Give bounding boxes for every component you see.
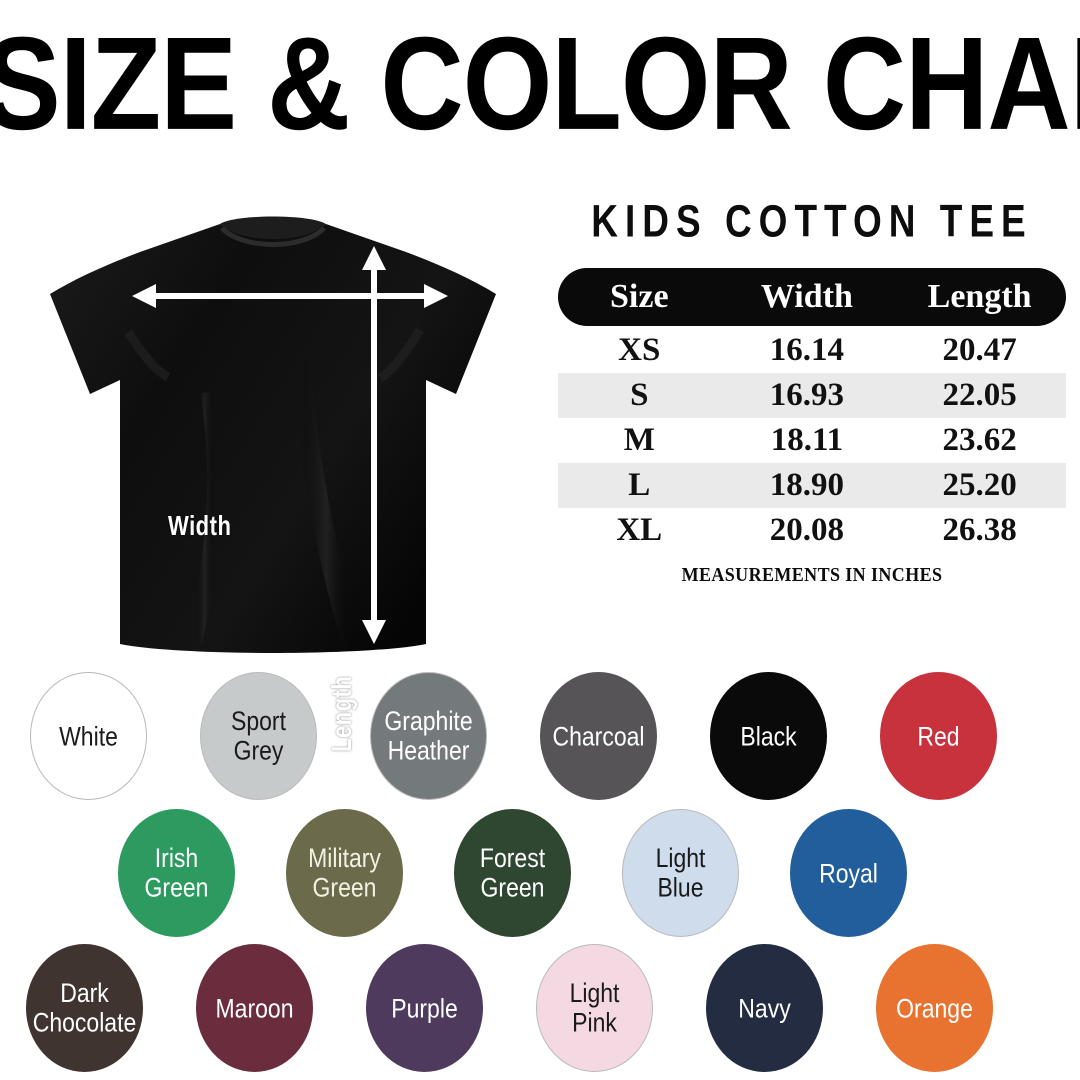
cell-length: 20.47	[942, 332, 1017, 368]
size-chart-rows: XS 16.14 20.47 S 16.93 22.05 M 18.11 23.…	[558, 328, 1066, 553]
table-row: S 16.93 22.05	[558, 373, 1066, 418]
color-swatch-red[interactable]: Red	[880, 672, 997, 800]
tshirt-sleeve-crease-left	[124, 329, 171, 382]
color-swatch-label: Irish Green	[144, 842, 209, 903]
cell-width: 18.11	[770, 422, 844, 458]
color-swatch-military-green[interactable]: Military Green	[286, 809, 403, 937]
color-swatch-label: White	[59, 720, 118, 751]
color-swatch-label: Sport Grey	[231, 705, 286, 766]
tshirt-collar	[220, 216, 326, 239]
width-arrow	[132, 284, 448, 308]
page-title: SIZE & COLOR CHART	[0, 9, 1080, 158]
color-swatch-light-pink[interactable]: Light Pink	[536, 944, 653, 1072]
color-swatch-label: Purple	[391, 992, 458, 1023]
color-swatch-orange[interactable]: Orange	[876, 944, 993, 1072]
column-header-length: Length	[927, 278, 1032, 315]
cell-size: XS	[618, 332, 661, 368]
color-swatch-label: Forest Green	[479, 842, 546, 903]
color-swatch-black[interactable]: Black	[710, 672, 827, 800]
color-swatch-charcoal[interactable]: Charcoal	[540, 672, 657, 800]
cell-width: 20.08	[769, 512, 845, 548]
color-swatch-light-blue[interactable]: Light Blue	[622, 809, 739, 937]
tshirt-sleeve-crease-right	[377, 327, 424, 382]
tshirt-collar-ribbing	[220, 226, 326, 247]
cell-width: 16.93	[769, 377, 845, 413]
cell-length: 26.38	[942, 512, 1017, 548]
tshirt-fold-left	[186, 390, 224, 644]
color-swatch-grid: White Sport Grey Graphite Heather Charcoal B…	[0, 672, 1080, 1080]
color-swatch-row-2: Irish Green Military Green Forest Green Lig…	[118, 809, 998, 937]
color-swatch-label: Military Green	[308, 842, 381, 903]
color-swatch-label: Light Pink	[569, 977, 620, 1038]
color-swatch-navy[interactable]: Navy	[706, 944, 823, 1072]
color-swatch-irish-green[interactable]: Irish Green	[118, 809, 235, 937]
cell-width: 18.90	[769, 467, 845, 503]
table-row: L 18.90 25.20	[558, 463, 1066, 508]
column-header-width: Width	[760, 278, 853, 315]
cell-length: 25.20	[942, 467, 1017, 503]
cell-length: 23.62	[942, 422, 1017, 458]
column-header-size: Size	[610, 278, 669, 315]
tshirt-graphic	[50, 216, 496, 653]
color-swatch-forest-green[interactable]: Forest Green	[454, 809, 571, 937]
page-title-container: SIZE & COLOR CHART	[0, 17, 1080, 149]
color-swatch-purple[interactable]: Purple	[366, 944, 483, 1072]
color-swatch-label: Orange	[896, 992, 973, 1023]
color-swatch-label: Light Blue	[655, 842, 706, 903]
table-row: XL 20.08 26.38	[558, 508, 1066, 553]
size-chart-heading: KIDS COTTON TEE	[591, 196, 1033, 247]
color-swatch-label: Maroon	[215, 992, 294, 1023]
color-swatch-label: Red	[917, 720, 960, 751]
color-swatch-row-3: Dark Chocolate Maroon Purple Light Pink Navy…	[26, 944, 1052, 1072]
table-row: M 18.11 23.62	[558, 418, 1066, 463]
cell-length: 22.05	[942, 377, 1017, 413]
tshirt-illustration: Width Length	[8, 212, 538, 752]
size-chart-header-row: Size Width Length	[558, 268, 1066, 326]
cell-size: M	[623, 422, 655, 458]
color-swatch-label: Navy	[738, 992, 791, 1023]
color-swatch-label: Dark Chocolate	[32, 977, 137, 1038]
color-swatch-white[interactable]: White	[30, 672, 147, 800]
length-arrow	[362, 246, 386, 644]
width-label: Width	[168, 510, 232, 542]
size-chart-panel: KIDS COTTON TEE Size Width Length XS 16.…	[558, 196, 1066, 586]
table-row: XS 16.14 20.47	[558, 328, 1066, 373]
color-swatch-graphite-heather[interactable]: Graphite Heather	[370, 672, 487, 800]
cell-width: 16.14	[769, 332, 845, 368]
color-swatch-label: Graphite Heather	[384, 705, 473, 766]
color-swatch-label: Royal	[819, 857, 878, 888]
measurement-units-note: MEASUREMENTS IN INCHES	[681, 563, 943, 586]
color-swatch-sport-grey[interactable]: Sport Grey	[200, 672, 317, 800]
cell-size: S	[630, 377, 649, 413]
color-swatch-label: Black	[740, 720, 797, 751]
cell-size: XL	[616, 512, 663, 548]
color-swatch-dark-chocolate[interactable]: Dark Chocolate	[26, 944, 143, 1072]
color-swatch-royal[interactable]: Royal	[790, 809, 907, 937]
color-swatch-maroon[interactable]: Maroon	[196, 944, 313, 1072]
color-swatch-row-1: White Sport Grey Graphite Heather Charcoal B…	[30, 672, 1050, 800]
tshirt-body	[50, 224, 496, 653]
tshirt-fold-right	[290, 361, 362, 647]
color-swatch-label: Charcoal	[552, 720, 645, 751]
cell-size: L	[628, 467, 651, 503]
